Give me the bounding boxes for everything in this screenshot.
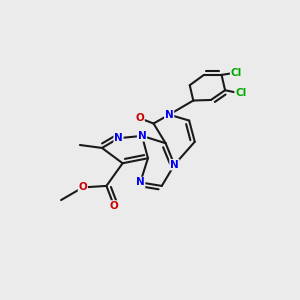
Text: O: O — [110, 201, 118, 211]
Text: N: N — [170, 160, 179, 170]
Text: N: N — [136, 177, 145, 188]
Text: N: N — [138, 131, 146, 141]
Text: O: O — [79, 182, 87, 192]
Text: N: N — [165, 110, 173, 120]
Text: O: O — [135, 113, 144, 123]
Text: Cl: Cl — [235, 88, 246, 98]
Text: N: N — [114, 133, 123, 143]
Text: Cl: Cl — [231, 68, 242, 78]
